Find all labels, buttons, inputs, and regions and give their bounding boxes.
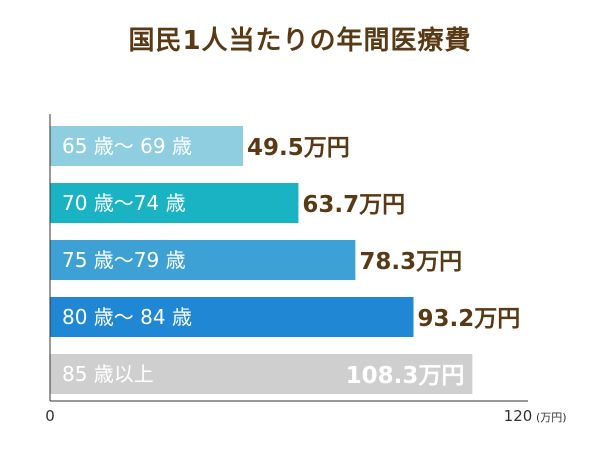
category-label-1: 65 歳～ 69 歳 xyxy=(62,134,192,158)
value-label-5: 108.3万円 xyxy=(346,363,465,389)
bar-4 xyxy=(50,297,414,337)
value-label-4: 93.2万円 xyxy=(417,306,520,332)
bar-5 xyxy=(50,354,473,394)
category-label-2: 70 歳～74 歳 xyxy=(62,191,186,215)
category-label-4: 80 歳～ 84 歳 xyxy=(62,305,192,329)
value-label-3: 78.3万円 xyxy=(359,249,462,275)
bar-3 xyxy=(50,240,356,280)
value-label-2: 63.7万円 xyxy=(302,192,405,218)
bar-2 xyxy=(50,183,299,223)
axis-unit-label: (万円) xyxy=(536,411,567,424)
category-label-5: 85 歳以上 xyxy=(62,362,154,386)
category-label-3: 75 歳～79 歳 xyxy=(62,248,186,272)
tick-label-0: 0 xyxy=(45,407,55,425)
chart-title: 国民1人当たりの年間医療費 xyxy=(128,26,472,56)
bar-1 xyxy=(50,126,244,166)
value-label-1: 49.5万円 xyxy=(247,135,350,161)
tick-label-120: 120 xyxy=(504,407,533,425)
